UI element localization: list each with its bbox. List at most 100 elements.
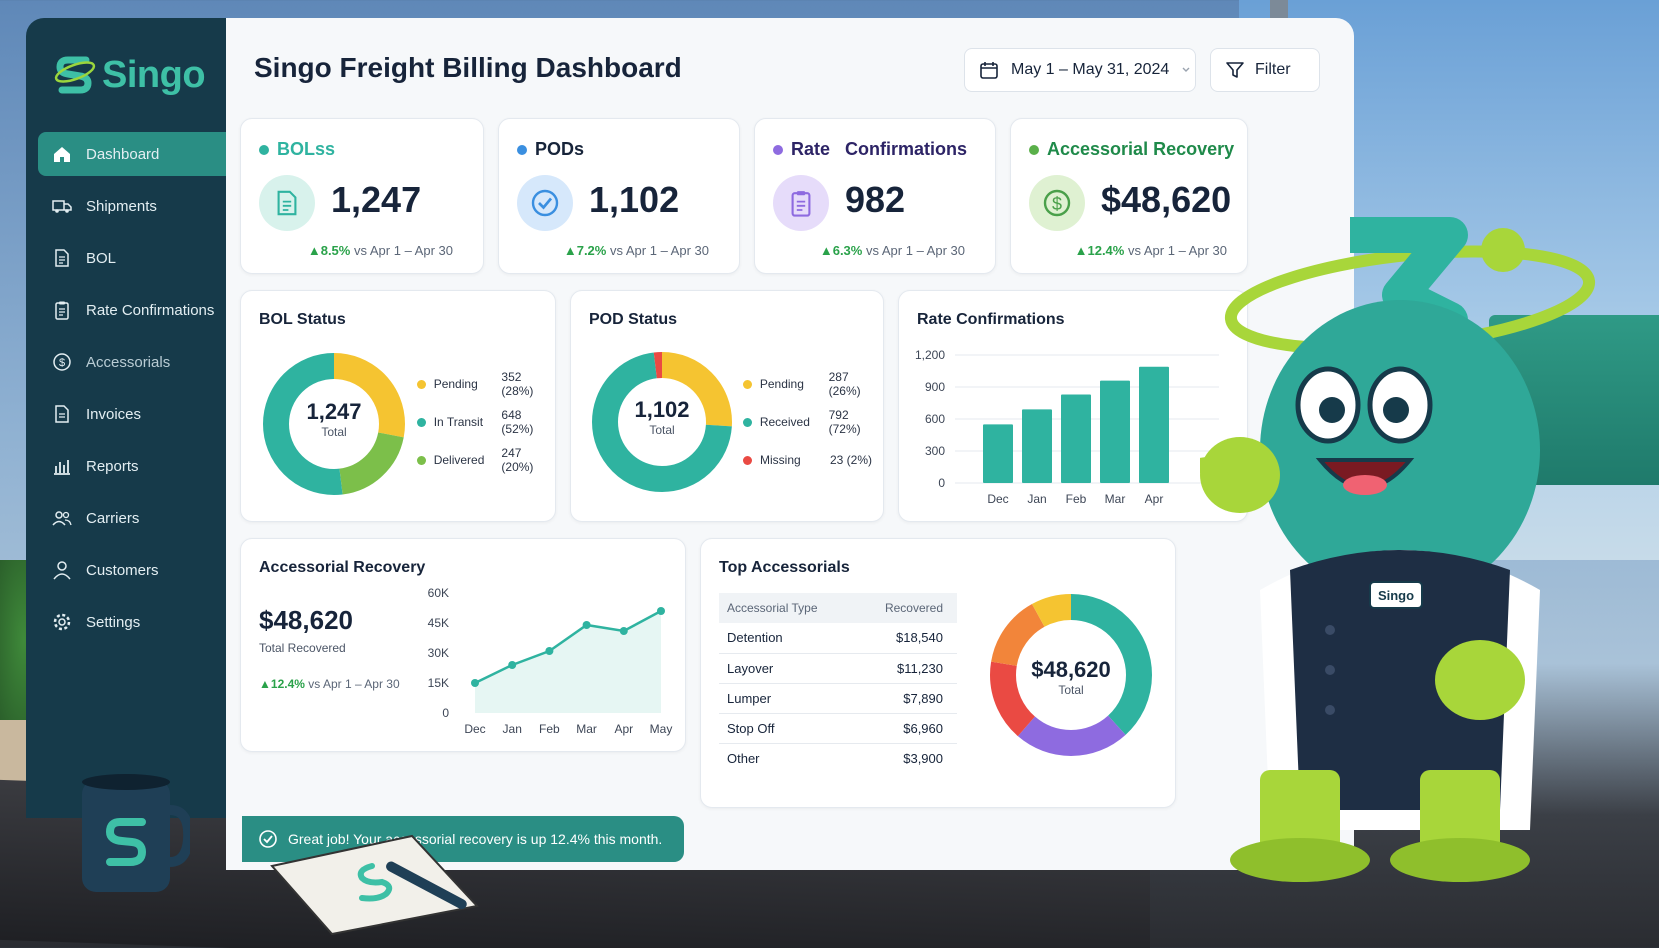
kpi-label-text: BOLss (277, 139, 336, 159)
kpi-card-bols[interactable]: BOLss 1,247 ▲8.5% vs Apr 1 – Apr 30 (240, 118, 484, 274)
bol-status-legend: Pending 352 (28%) In Transit 648 (52%) Del… (417, 365, 555, 479)
kpi-label: BOLss (259, 139, 335, 160)
table-row[interactable]: Lumper $7,890 (719, 683, 957, 714)
gear-icon (53, 613, 71, 631)
point-apr[interactable] (619, 627, 628, 635)
bar-dec[interactable] (983, 424, 1013, 483)
sidebar-item-customers[interactable]: Customers (38, 548, 226, 592)
kpi-card-accessorial-recovery[interactable]: Accessorial Recovery $ $48,620 ▲12.4% vs… (1010, 118, 1248, 274)
bar-mar[interactable] (1100, 380, 1130, 483)
legend-name: Received (759, 415, 810, 429)
donut-center: 1,102 Total (591, 397, 733, 437)
logo-text: Singo (102, 53, 206, 96)
sidebar: Singo Dashboard Shipments BOL Rate Confi… (26, 18, 226, 818)
kpi-label: Accessorial Recovery (1029, 139, 1234, 160)
kpi-change-pct: 12.4% (1087, 243, 1125, 258)
point-dec[interactable] (471, 679, 479, 687)
y-tick-label: 900 (925, 380, 945, 394)
x-tick-label: Jan (1027, 492, 1046, 506)
sidebar-item-label: Invoices (86, 405, 142, 423)
point-may[interactable] (657, 607, 665, 615)
table-row[interactable]: Stop Off $6,960 (719, 713, 957, 744)
sidebar-item-settings[interactable]: Settings (38, 600, 226, 644)
page-title: Singo Freight Billing Dashboard (254, 52, 682, 83)
x-tick-label: Jan (503, 722, 522, 736)
clipboard-icon (55, 301, 69, 320)
sidebar-item-dashboard[interactable]: Dashboard (38, 132, 226, 176)
cell-recovered: $3,900 (903, 750, 943, 766)
sidebar-item-accessorials[interactable]: $ Accessorials (38, 340, 226, 384)
mascot-badge: Singo (1378, 588, 1414, 603)
card-title: Top Accessorials (719, 559, 850, 576)
sidebar-item-bol[interactable]: BOL (38, 236, 226, 280)
date-range-picker[interactable]: May 1 – May 31, 2024 (964, 48, 1196, 92)
kpi-dot (517, 144, 527, 155)
y-tick-label: 300 (925, 444, 945, 458)
legend-dot (417, 379, 426, 389)
legend-name: In Transit (433, 415, 484, 429)
legend-name: Missing (760, 453, 801, 467)
card-title: BOL Status (259, 311, 346, 328)
point-jan[interactable] (508, 661, 517, 669)
kpi-compare: vs Apr 1 – Apr 30 (353, 243, 453, 258)
legend-dot (743, 379, 752, 389)
sidebar-item-shipments[interactable]: Shipments (38, 184, 226, 228)
sidebar-item-rate-confirmations[interactable]: Rate Confirmations (38, 288, 226, 332)
x-tick-label: Dec (987, 492, 1008, 506)
svg-text:$: $ (1052, 194, 1062, 214)
cell-recovered: $6,960 (850, 713, 957, 744)
logo[interactable]: Singo (52, 52, 206, 98)
kpi-change: ▲12.4% vs Apr 1 – Apr 30 (1075, 243, 1227, 258)
table-row[interactable]: Detention $18,540 (719, 623, 957, 654)
x-tick-label: Mar (1105, 492, 1126, 506)
cell-type: Lumper (719, 683, 851, 714)
bar-apr[interactable] (1139, 366, 1169, 483)
sidebar-item-invoices[interactable]: Invoices (38, 392, 226, 436)
sidebar-nav: Dashboard Shipments BOL Rate Confirmatio… (38, 132, 226, 652)
legend-item: Missing 23 (2%) (743, 441, 883, 479)
kpi-compare: vs Apr 1 – Apr 30 (865, 243, 965, 258)
sidebar-item-label: Dashboard (86, 145, 160, 163)
card-title: Accessorial Recovery (259, 559, 426, 576)
donut-slice-other[interactable] (990, 594, 1152, 756)
bar-feb[interactable] (1061, 394, 1091, 483)
donut-total-label: Total (321, 425, 347, 439)
kpi-card-rate-confirmations[interactable]: Rate Confirmations 982 ▲6.3% vs Apr 1 – … (754, 118, 996, 274)
bar-jan[interactable] (1022, 409, 1052, 483)
kpi-card-pods[interactable]: PODs 1,102 ▲7.2% vs Apr 1 – Apr 30 (498, 118, 740, 274)
legend-value: 23 (2%) (830, 453, 873, 467)
kpi-dot (773, 144, 783, 155)
point-feb[interactable] (545, 647, 554, 655)
cell-type: Detention (719, 623, 851, 654)
filter-label: Filter (1255, 61, 1291, 78)
donut-slice-missing[interactable] (592, 352, 732, 492)
sidebar-item-reports[interactable]: Reports (38, 444, 226, 488)
donut-total-label: Total (649, 423, 675, 437)
donut-slice-received[interactable] (592, 352, 732, 492)
filter-button[interactable]: Filter (1210, 48, 1320, 92)
up-arrow-icon: ▲ (259, 677, 271, 691)
point-mar[interactable] (582, 621, 591, 629)
kpi-label-text: Accessorial Recovery (1047, 139, 1235, 159)
kpi-value: 1,102 (589, 179, 680, 220)
kpi-value: 982 (845, 179, 906, 220)
y-tick-label: 600 (925, 412, 945, 426)
donut-slice-in-transit[interactable] (263, 353, 405, 495)
kpi-label-text: Rate Confirmations (791, 139, 968, 159)
svg-text:$: $ (59, 357, 65, 369)
table-row[interactable]: Layover $11,230 (719, 653, 957, 684)
accessorial-recovery-line-chart: 0 15K 30K 45K 60K Dec Jan Feb Mar Apr May (428, 586, 673, 736)
kpi-value: 1,247 (331, 179, 422, 220)
x-tick-label: Feb (1066, 492, 1087, 506)
cell-recovered: $11,230 (850, 653, 957, 684)
donut-slice-layover[interactable] (990, 594, 1152, 756)
main-panel: Singo Freight Billing Dashboard May 1 – … (226, 18, 1354, 870)
donut-slice-lumper[interactable] (990, 594, 1152, 756)
y-tick-label: 1,200 (915, 348, 945, 362)
table-row[interactable]: Other $3,900 (719, 743, 957, 773)
dollar-icon: $ (53, 353, 71, 371)
line-area (475, 611, 661, 713)
sidebar-item-carriers[interactable]: Carriers (38, 496, 226, 540)
accessorial-recovery-card: Accessorial Recovery $48,620 Total Recov… (240, 538, 686, 752)
kpi-value: $48,620 (1101, 179, 1232, 220)
